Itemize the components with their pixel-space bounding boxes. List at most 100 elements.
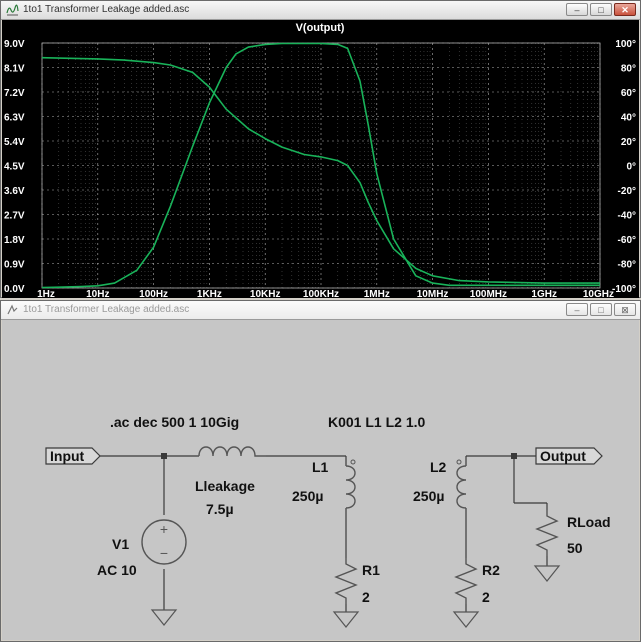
y-right-tick-label: 80° (621, 64, 636, 75)
y-left-tick-label: 7.2V (4, 88, 25, 99)
coupling-directive[interactable]: K001 L1 L2 1.0 (328, 414, 425, 430)
x-tick-label: 1KHz (197, 289, 222, 298)
plot-labels: V(output) 9.0V 8.1V 7.2V 6.3V 5.4V 4.5V 3.6V 2.… (4, 22, 636, 298)
l2-name: L2 (430, 459, 447, 475)
y-right-tick-label: 20° (621, 137, 636, 148)
l2-inductor[interactable]: L2 250µ (413, 459, 467, 509)
resistor-zigzag (535, 510, 559, 556)
source-plus-sign: + (160, 521, 168, 537)
input-port[interactable]: Input (45, 447, 101, 465)
x-tick-label: 1GHz (531, 289, 557, 298)
ground-icon (332, 611, 360, 628)
inductor-coil (345, 465, 356, 509)
l1-inductor[interactable]: L1 250µ (292, 459, 356, 509)
output-port[interactable]: Output (535, 447, 603, 465)
r2-name: R2 (482, 562, 500, 578)
source-circle (141, 519, 187, 565)
x-tick-label: 10MHz (417, 289, 449, 298)
y-left-tick-label: 0.0V (4, 284, 25, 295)
x-tick-label: 10GHz (583, 289, 614, 298)
resistor-zigzag (454, 558, 478, 604)
input-port-shape (45, 447, 101, 465)
junction-dot (161, 453, 167, 459)
schematic-window-titlebar[interactable]: 1to1 Transformer Leakage added.asc – □ ⊠ (1, 301, 640, 320)
y-left-tick-label: 3.6V (4, 186, 25, 197)
magnitude-trace[interactable] (41, 42, 600, 289)
y-left-tick-label: 0.9V (4, 260, 25, 271)
junctions (161, 453, 517, 459)
lleakage-name: Lleakage (195, 478, 255, 494)
l1-name: L1 (312, 459, 329, 475)
rload-value: 50 (567, 540, 583, 556)
polarity-dot (456, 459, 462, 465)
x-tick-label: 1MHz (364, 289, 390, 298)
l2-value: 250µ (413, 488, 444, 504)
ground-icon (533, 565, 561, 582)
y-right-tick-label: 100° (615, 39, 636, 50)
schematic-canvas[interactable]: Input Output .ac dec 500 1 10Gig K001 L1… (2, 320, 639, 640)
close-button[interactable]: ⊠ (614, 303, 636, 316)
plot-grid (41, 42, 601, 289)
y-left-tick-label: 9.0V (4, 39, 25, 50)
y-right-tick-label: -20° (618, 186, 636, 197)
minimize-button[interactable]: – (566, 3, 588, 16)
bode-plot[interactable]: V(output) 9.0V 8.1V 7.2V 6.3V 5.4V 4.5V 3.6V 2.… (2, 20, 639, 298)
r1-name: R1 (362, 562, 380, 578)
plot-window-title: 1to1 Transformer Leakage added.asc (23, 4, 190, 15)
v1-name: V1 (112, 536, 129, 552)
x-tick-label: 100MHz (470, 289, 507, 298)
x-tick-label: 10KHz (250, 289, 281, 298)
schematic-icon (7, 304, 18, 315)
r1-resistor[interactable]: R1 2 (334, 558, 380, 605)
maximize-button[interactable]: □ (590, 303, 612, 316)
lleakage-inductor[interactable]: Lleakage 7.5µ (195, 446, 266, 517)
output-port-label: Output (540, 448, 586, 464)
y-right-tick-label: -80° (618, 260, 636, 271)
rload-resistor[interactable]: RLoad 50 (535, 510, 611, 556)
v1-value: AC 10 (97, 562, 137, 578)
plot-title[interactable]: V(output) (296, 22, 345, 34)
y-left-tick-label: 2.7V (4, 211, 25, 222)
junction-dot (511, 453, 517, 459)
waveform-icon (6, 4, 19, 16)
y-left-tick-label: 5.4V (4, 137, 25, 148)
y-right-tick-label: -100° (612, 284, 636, 295)
v1-voltage-source[interactable]: + − V1 AC 10 (97, 519, 187, 578)
ac-directive[interactable]: .ac dec 500 1 10Gig (110, 414, 239, 430)
plot-traces (41, 42, 600, 289)
x-tick-label: 100KHz (303, 289, 339, 298)
y-left-tick-label: 6.3V (4, 113, 25, 124)
y-left-tick-label: 8.1V (4, 64, 25, 75)
plot-window-titlebar[interactable]: 1to1 Transformer Leakage added.asc – □ ✕ (1, 1, 640, 20)
r2-resistor[interactable]: R2 2 (454, 558, 500, 605)
ground-icon (150, 609, 178, 626)
y-left-tick-label: 1.8V (4, 235, 25, 246)
resistor-zigzag (334, 558, 358, 604)
minimize-button[interactable]: – (566, 303, 588, 316)
close-button[interactable]: ✕ (614, 3, 636, 16)
maximize-button[interactable]: □ (590, 3, 612, 16)
y-right-tick-label: 60° (621, 88, 636, 99)
y-right-tick-label: 40° (621, 113, 636, 124)
inductor-coil (456, 465, 467, 509)
lleakage-value: 7.5µ (206, 501, 234, 517)
wires (98, 455, 548, 612)
phase-trace[interactable] (41, 56, 600, 284)
y-right-tick-label: -60° (618, 235, 636, 246)
y-right-tick-label: -40° (618, 211, 636, 222)
schematic-window-title: 1to1 Transformer Leakage added.asc (23, 304, 190, 315)
schematic-window: 1to1 Transformer Leakage added.asc – □ ⊠ (0, 300, 641, 642)
x-tick-label: 10Hz (86, 289, 109, 298)
x-tick-label: 100Hz (139, 289, 168, 298)
plot-window: 1to1 Transformer Leakage added.asc – □ ✕… (0, 0, 641, 298)
x-tick-label: 1Hz (37, 289, 55, 298)
inductor-coil (198, 446, 266, 457)
source-minus-sign: − (160, 545, 168, 561)
r1-value: 2 (362, 589, 370, 605)
ground-symbols (150, 565, 561, 628)
y-left-tick-label: 4.5V (4, 162, 25, 173)
output-port-shape (535, 447, 603, 465)
l1-value: 250µ (292, 488, 323, 504)
rload-name: RLoad (567, 514, 611, 530)
ground-icon (452, 611, 480, 628)
